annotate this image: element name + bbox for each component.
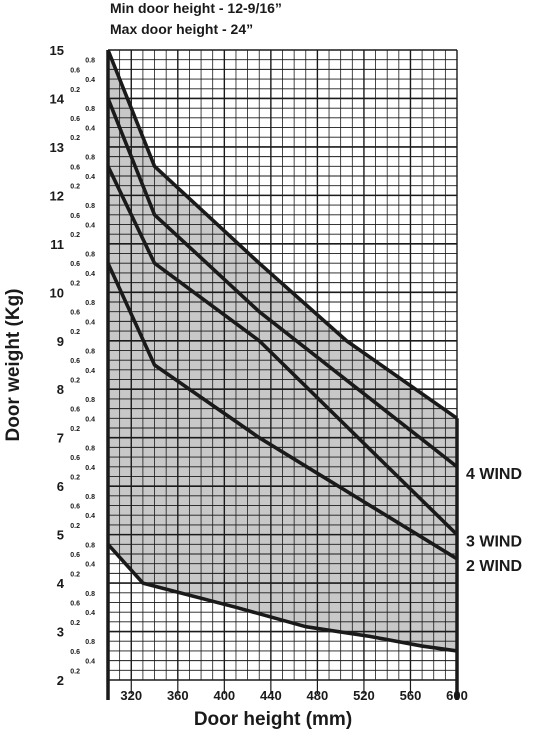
min-door-height-note: Min door height - 12-9/16” — [110, 0, 282, 16]
y-minor-tick-label: 0.6 — [70, 504, 80, 511]
y-minor-tick-label: 0.6 — [70, 310, 80, 317]
axis-labels: 4 WIND 3 WIND 2 WIND Door height (mm) Door w… — [3, 288, 522, 730]
x-tick-label: 320 — [120, 688, 142, 703]
y-minor-tick-label: 0.2 — [70, 571, 80, 578]
y-minor-tick-label: 0.6 — [70, 261, 80, 268]
x-tick-label: 440 — [260, 688, 282, 703]
y-tick-label: 15 — [50, 43, 64, 58]
y-minor-tick-label: 0.8 — [85, 542, 95, 549]
y-minor-tick-label: 0.4 — [85, 319, 95, 326]
y-tick-label: 11 — [50, 237, 64, 252]
y-tick-label: 5 — [57, 528, 64, 543]
y-minor-tick-label: 0.2 — [70, 474, 80, 481]
y-minor-tick-label: 0.2 — [70, 87, 80, 94]
y-minor-tick-label: 0.8 — [85, 300, 95, 307]
y-minor-tick-label: 0.8 — [85, 494, 95, 501]
y-minor-tick-label: 0.2 — [70, 329, 80, 336]
y-minor-tick-label: 0.2 — [70, 184, 80, 191]
y-minor-tick-label: 0.8 — [85, 252, 95, 259]
y-tick-label: 7 — [57, 431, 64, 446]
label-3-wind: 3 WIND — [466, 534, 522, 551]
y-minor-tick-label: 0.2 — [70, 426, 80, 433]
y-tick-label: 13 — [50, 140, 64, 155]
y-minor-tick-label: 0.4 — [85, 77, 95, 84]
y-minor-tick-label: 0.6 — [70, 407, 80, 414]
y-minor-tick-label: 0.4 — [85, 271, 95, 278]
y-tick-label: 10 — [50, 285, 64, 300]
y-minor-tick-label: 0.2 — [70, 135, 80, 142]
y-minor-tick-label: 0.4 — [85, 222, 95, 229]
y-minor-tick-label: 0.4 — [85, 416, 95, 423]
y-minor-tick-label: 0.4 — [85, 174, 95, 181]
y-minor-tick-label: 0.8 — [85, 397, 95, 404]
y-minor-tick-label: 0.8 — [85, 639, 95, 646]
y-tick-label: 6 — [57, 479, 64, 494]
x-tick-label: 480 — [307, 688, 329, 703]
boundary-line-3 — [106, 49, 459, 420]
y-minor-tick-label: 0.4 — [85, 368, 95, 375]
label-4-wind: 4 WIND — [466, 466, 522, 483]
y-minor-tick-label: 0.6 — [70, 649, 80, 656]
y-minor-tick-label: 0.4 — [85, 610, 95, 617]
y-minor-tick-label: 0.2 — [70, 378, 80, 385]
y-minor-tick-label: 0.2 — [70, 232, 80, 239]
y-minor-tick-label: 0.2 — [70, 668, 80, 675]
y-minor-tick-label: 0.4 — [85, 513, 95, 520]
x-tick-label: 520 — [353, 688, 375, 703]
y-minor-tick-label: 0.4 — [85, 659, 95, 666]
y-minor-tick-label: 0.8 — [85, 445, 95, 452]
y-minor-tick-label: 0.6 — [70, 164, 80, 171]
y-minor-tick-label: 0.4 — [85, 126, 95, 133]
y-minor-tick-label: 0.8 — [85, 106, 95, 113]
series-line-2-wind — [106, 262, 458, 561]
y-minor-tick-label: 0.4 — [85, 562, 95, 569]
y-tick-label: 8 — [57, 382, 64, 397]
y-minor-tick-label: 0.4 — [85, 465, 95, 472]
y-tick-label: 14 — [50, 91, 65, 106]
chart-grid — [106, 49, 459, 700]
y-minor-tick-label: 0.6 — [70, 600, 80, 607]
wind-lines — [106, 49, 459, 653]
x-axis-title: Door height (mm) — [194, 709, 352, 730]
y-tick-label: 12 — [50, 188, 64, 203]
y-minor-tick-label: 0.8 — [85, 155, 95, 162]
series-line-4-wind — [106, 97, 459, 469]
y-minor-tick-label: 0.2 — [70, 523, 80, 530]
y-minor-tick-label: 0.6 — [70, 116, 80, 123]
y-axis-title: Door weight (Kg) — [3, 288, 24, 441]
y-minor-tick-label: 0.8 — [85, 591, 95, 598]
y-minor-tick-label: 0.6 — [70, 358, 80, 365]
y-minor-tick-label: 0.2 — [70, 620, 80, 627]
y-minor-tick-label: 0.6 — [70, 552, 80, 559]
axis-ticks: 2 3 4 5 6 7 8 9 10 11 12 13 14 15 0.2 0.4 0.6 0.8 0.2 0.4 0.… — [50, 43, 468, 703]
x-tick-label: 400 — [213, 688, 235, 703]
y-minor-tick-label: 0.6 — [70, 67, 80, 74]
y-minor-tick-label: 0.8 — [85, 203, 95, 210]
max-door-height-note: Max door height - 24” — [110, 21, 254, 37]
x-tick-label: 360 — [167, 688, 189, 703]
y-tick-label: 4 — [57, 576, 65, 591]
y-tick-label: 3 — [57, 625, 64, 640]
y-minor-tick-label: 0.8 — [85, 348, 95, 355]
y-tick-label: 2 — [57, 673, 64, 688]
boundary-line-4 — [106, 543, 458, 653]
y-minor-tick-label: 0.6 — [70, 213, 80, 220]
x-tick-label: 600 — [446, 688, 468, 703]
y-tick-label: 9 — [57, 334, 64, 349]
y-minor-tick-label: 0.6 — [70, 455, 80, 462]
y-minor-tick-label: 0.8 — [85, 58, 95, 65]
x-tick-label: 560 — [400, 688, 422, 703]
label-2-wind: 2 WIND — [466, 558, 522, 575]
y-minor-tick-label: 0.2 — [70, 281, 80, 288]
series-line-3-wind — [106, 165, 459, 536]
